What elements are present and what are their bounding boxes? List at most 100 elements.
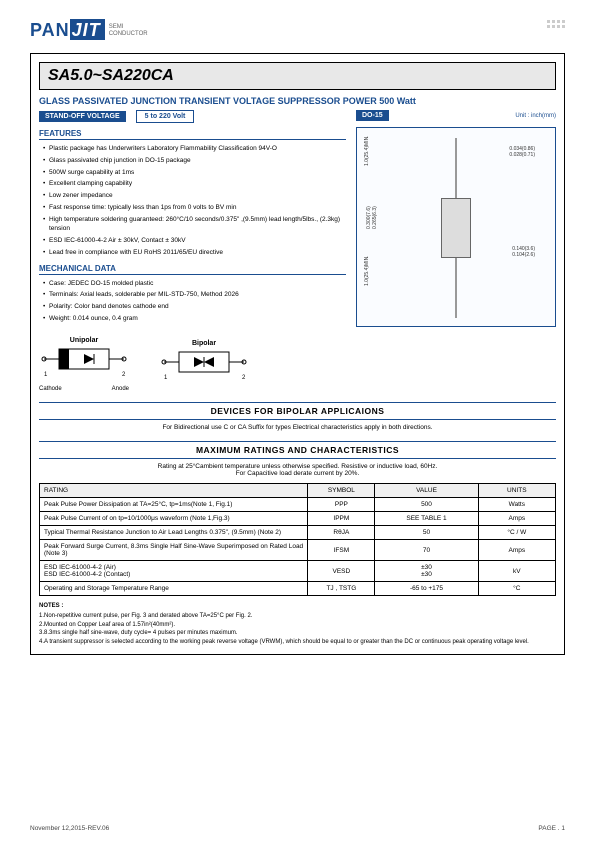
ratings-text: Rating at 25°Cambient temperature unless…	[39, 463, 556, 477]
feature-item: 500W surge capability at 1ms	[43, 168, 346, 178]
package-body	[441, 198, 471, 258]
table-row: Operating and Storage Temperature RangeT…	[40, 582, 556, 596]
part-number-title: SA5.0~SA220CA	[39, 62, 556, 90]
logo: PANJIT	[30, 20, 105, 41]
mechanical-list: Case: JEDEC DO-15 molded plastic Termina…	[39, 279, 346, 324]
upper-columns: STAND-OFF VOLTAGE 5 to 220 Volt FEATURES…	[39, 110, 556, 327]
features-list: Plastic package has Underwriters Laborat…	[39, 144, 346, 258]
table-cell: 70	[375, 540, 478, 561]
lead-bottom	[455, 258, 457, 318]
lead-top	[455, 138, 457, 198]
ratings-table: RATING SYMBOL VALUE UNITS Peak Pulse Pow…	[39, 483, 556, 596]
notes-heading: NOTES :	[39, 602, 556, 610]
col-symbol: SYMBOL	[308, 484, 375, 498]
table-cell: °C	[478, 582, 555, 596]
footer-date: November 12,2015-REV.06	[30, 825, 109, 832]
table-cell: IPPM	[308, 512, 375, 526]
bipolar-svg: 1 2	[159, 347, 249, 387]
table-cell: IFSM	[308, 540, 375, 561]
table-cell: RθJA	[308, 526, 375, 540]
diode-symbols: Unipolar 1 2 Cathode Anode	[39, 337, 556, 392]
table-cell: Peak Pulse Power Dissipation at TA=25°C,…	[40, 498, 308, 512]
note-item: 2.Mounted on Copper Leaf area of 1.57in²…	[39, 621, 556, 629]
feature-item: Plastic package has Underwriters Laborat…	[43, 144, 346, 154]
left-column: STAND-OFF VOLTAGE 5 to 220 Volt FEATURES…	[39, 110, 346, 327]
table-cell: Amps	[478, 540, 555, 561]
mechanical-item: Terminals: Axial leads, solderable per M…	[43, 290, 346, 300]
main-content: SA5.0~SA220CA GLASS PASSIVATED JUNCTION …	[30, 53, 565, 655]
table-cell: 500	[375, 498, 478, 512]
table-cell: Operating and Storage Temperature Range	[40, 582, 308, 596]
logo-jit: JIT	[70, 19, 105, 40]
dim-8: 1.0(25.4)MIN.	[364, 255, 370, 286]
table-cell: kV	[478, 561, 555, 582]
svg-text:1: 1	[44, 372, 48, 378]
features-heading: FEATURES	[39, 129, 346, 140]
mechanical-item: Case: JEDEC DO-15 molded plastic	[43, 279, 346, 289]
mechanical-heading: MECHANICAL DATA	[39, 264, 346, 275]
mechanical-item: Weight: 0.014 ounce, 0.4 gram	[43, 314, 346, 324]
dim-6: 0.140(3.6)0.104(2.6)	[512, 246, 535, 258]
feature-item: Glass passivated chip junction in DO-15 …	[43, 156, 346, 166]
standoff-row: STAND-OFF VOLTAGE 5 to 220 Volt	[39, 110, 346, 123]
table-cell: ESD IEC-61000-4-2 (Air) ESD IEC-61000-4-…	[40, 561, 308, 582]
logo-subtitle: SEMI CONDUCTOR	[109, 24, 148, 38]
table-cell: Typical Thermal Resistance Junction to A…	[40, 526, 308, 540]
mechanical-item: Polarity: Color band denotes cathode end	[43, 302, 346, 312]
feature-item: ESD IEC-61000-4-2 Air ± 30kV, Contact ± …	[43, 236, 346, 246]
package-row: DO-15 Unit : inch(mm)	[356, 110, 556, 121]
table-cell: Amps	[478, 512, 555, 526]
table-cell: Watts	[478, 498, 555, 512]
dim-3: 1.0(25.4)MIN.	[364, 135, 370, 166]
feature-item: Fast response time: typically less than …	[43, 203, 346, 213]
feature-item: High temperature soldering guaranteed: 2…	[43, 215, 346, 235]
page-container: PANJIT SEMI CONDUCTOR SA5.0~SA220CA GLAS…	[0, 0, 595, 675]
svg-text:2: 2	[122, 372, 126, 378]
svg-text:2: 2	[242, 375, 246, 381]
devices-text: For Bidirectional use C or CA Suffix for…	[39, 424, 556, 431]
footer-page: PAGE . 1	[538, 825, 565, 832]
note-item: 4.A transient suppressor is selected acc…	[39, 638, 556, 646]
col-units: UNITS	[478, 484, 555, 498]
package-label: DO-15	[356, 110, 389, 121]
header: PANJIT SEMI CONDUCTOR	[30, 20, 565, 41]
right-column: DO-15 Unit : inch(mm) 0.034(0.86)0.028(0…	[356, 110, 556, 327]
svg-text:1: 1	[164, 375, 168, 381]
feature-item: Excellent clamping capability	[43, 179, 346, 189]
table-cell: VESD	[308, 561, 375, 582]
table-cell: °C / W	[478, 526, 555, 540]
dim-1: 0.034(0.86)0.028(0.71)	[509, 146, 535, 158]
standoff-label: STAND-OFF VOLTAGE	[39, 111, 126, 122]
table-row: Peak Pulse Power Dissipation at TA=25°C,…	[40, 498, 556, 512]
table-cell: -65 to +175	[375, 582, 478, 596]
standoff-value: 5 to 220 Volt	[136, 110, 195, 123]
unipolar-svg: 1 2	[39, 344, 129, 384]
note-item: 1.Non-repetitive current pulse, per Fig.…	[39, 612, 556, 620]
note-item: 3.8.3ms single half sine-wave, duty cycl…	[39, 629, 556, 637]
page-footer: November 12,2015-REV.06 PAGE . 1	[30, 825, 565, 832]
table-row: Typical Thermal Resistance Junction to A…	[40, 526, 556, 540]
feature-item: Low zener impedance	[43, 191, 346, 201]
table-cell: 50	[375, 526, 478, 540]
table-cell: SEE TABLE 1	[375, 512, 478, 526]
table-cell: TJ , TSTG	[308, 582, 375, 596]
logo-pan: PAN	[30, 20, 70, 40]
dim-4: 0.300(7.6)0.265(6.3)	[366, 206, 378, 229]
ratings-heading: MAXIMUM RATINGS AND CHARACTERISTICS	[39, 441, 556, 459]
table-cell: PPP	[308, 498, 375, 512]
notes-section: NOTES : 1.Non-repetitive current pulse, …	[39, 602, 556, 646]
bipolar-diode: Bipolar 1 2	[159, 340, 249, 389]
table-cell: Peak Pulse Current of on tp=10/1000μs wa…	[40, 512, 308, 526]
col-rating: RATING	[40, 484, 308, 498]
feature-item: Lead free in compliance with EU RoHS 201…	[43, 248, 346, 258]
devices-heading: DEVICES FOR BIPOLAR APPLICAIONS	[39, 402, 556, 420]
table-cell: Peak Forward Surge Current, 8.3ms Single…	[40, 540, 308, 561]
col-value: VALUE	[375, 484, 478, 498]
package-diagram: 0.034(0.86)0.028(0.71) 1.0(25.4)MIN. 0.3…	[356, 127, 556, 327]
decorative-dots	[547, 20, 565, 28]
table-cell: ±30 ±30	[375, 561, 478, 582]
unipolar-diode: Unipolar 1 2 Cathode Anode	[39, 337, 129, 392]
table-row: Peak Forward Surge Current, 8.3ms Single…	[40, 540, 556, 561]
table-header-row: RATING SYMBOL VALUE UNITS	[40, 484, 556, 498]
table-row: ESD IEC-61000-4-2 (Air) ESD IEC-61000-4-…	[40, 561, 556, 582]
